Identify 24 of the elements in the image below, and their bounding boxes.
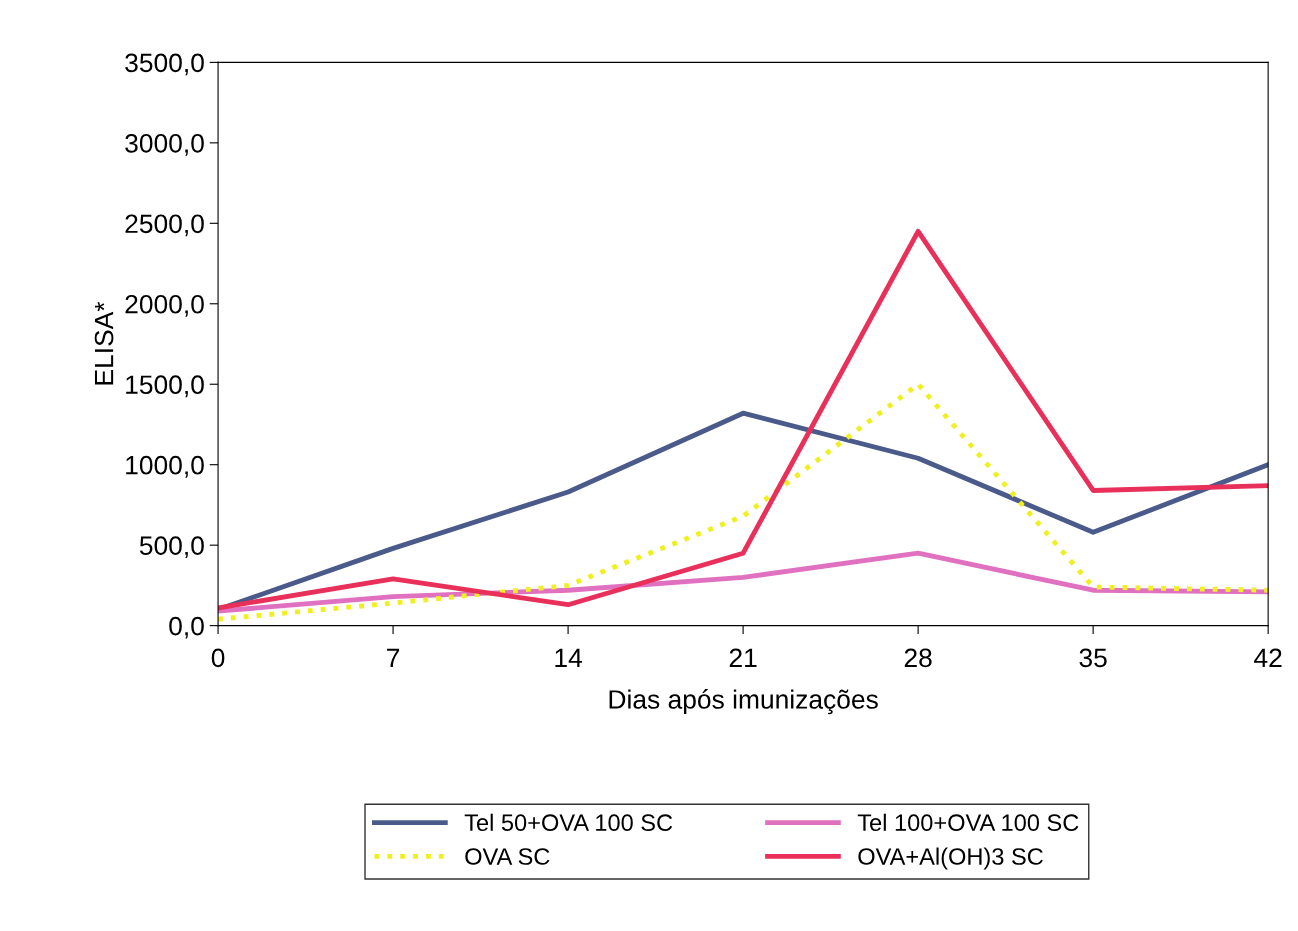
line-series	[218, 381, 1269, 622]
x-tick-label: 0	[211, 648, 225, 668]
line-series	[218, 228, 1269, 611]
x-tick-label: 21	[729, 648, 757, 667]
y-tick-label: 1500,0	[126, 375, 204, 398]
legend-label: OVA SC	[465, 848, 550, 865]
legend-label: Tel 100+OVA 100 SC	[857, 813, 1079, 832]
legend-label: OVA+Al(OH)3 SC	[858, 847, 1043, 870]
y-tick-label: 2500,0	[125, 214, 204, 237]
y-tick-label: 2000,0	[125, 294, 204, 317]
y-tick-label: 0,0	[169, 616, 204, 639]
y-axis-title: ELISA*	[94, 301, 114, 385]
y-tick-label: 3500,0	[125, 53, 204, 76]
y-tick-label: 3000,0	[125, 133, 204, 156]
x-tick-label: 14	[555, 648, 582, 667]
x-tick-label: 42	[1254, 648, 1282, 667]
x-tick-label: 35	[1079, 648, 1107, 668]
x-tick-label: 28	[904, 648, 932, 668]
y-tick-label: 500,0	[139, 536, 204, 559]
line-series	[218, 550, 1269, 614]
y-tick-label: 1000,0	[126, 455, 204, 478]
x-tick-label: 7	[387, 648, 400, 667]
x-axis-title: Dias após imunizações	[609, 689, 878, 715]
legend-label: Tel 50+OVA 100 SC	[464, 813, 673, 832]
